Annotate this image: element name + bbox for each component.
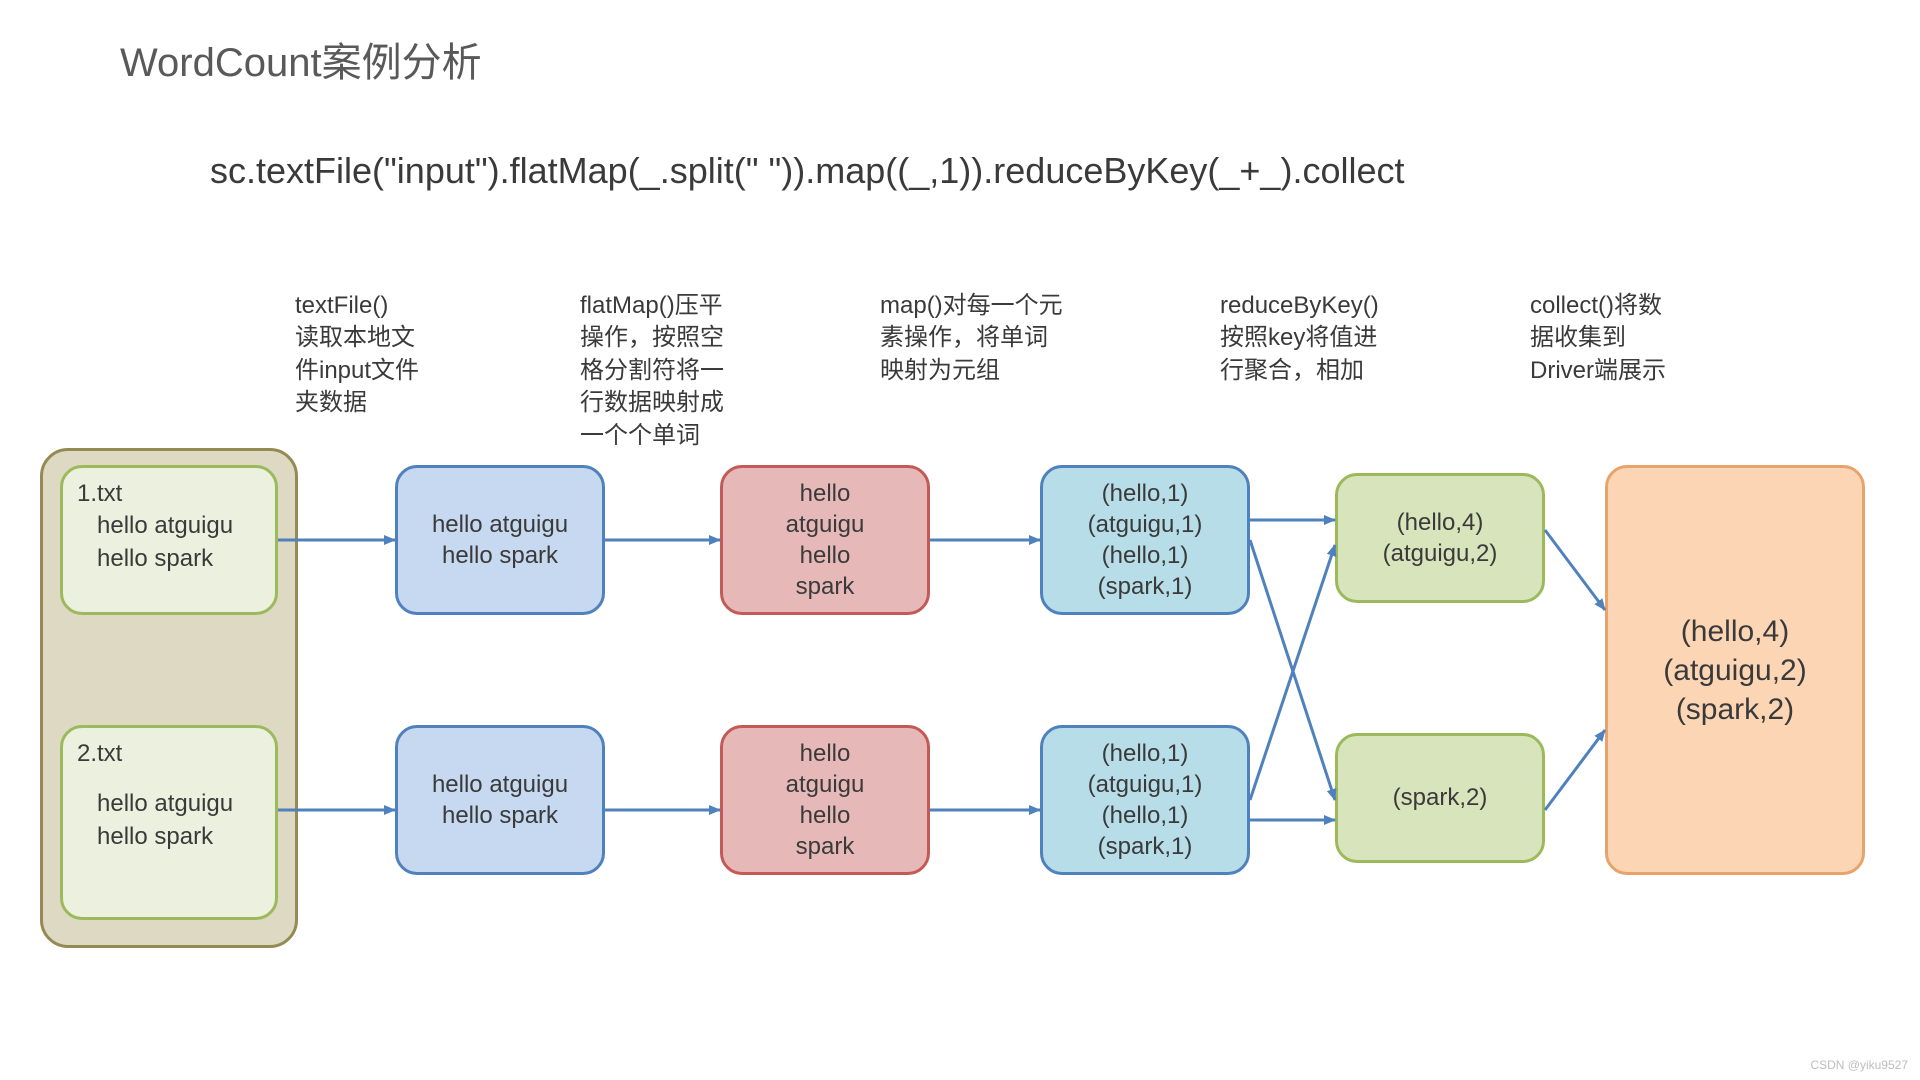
map-box-2: hello atguigu hello spark (720, 725, 930, 875)
page-title: WordCount案例分析 (120, 30, 482, 88)
file-1-name: 1.txt (77, 478, 261, 510)
code-expression: sc.textFile("input").flatMap(_.split(" "… (210, 150, 1405, 192)
watermark: CSDN @yiku9527 (1810, 1058, 1908, 1072)
label-reducebykey: reduceByKey() 按照key将值进 行聚合，相加 (1220, 290, 1379, 387)
arrow-a9 (1250, 545, 1335, 800)
collect-box: (hello,4) (atguigu,2) (spark,2) (1605, 465, 1865, 875)
reducebykey-box-1: (hello,4) (atguigu,2) (1335, 473, 1545, 603)
file-2-line-0: hello atguigu (77, 788, 261, 820)
file-2-line-1: hello spark (77, 821, 261, 853)
reducebykey-box-2: (spark,2) (1335, 733, 1545, 863)
file-2: 2.txt hello atguiguhello spark (60, 725, 278, 920)
file-1: 1.txthello atguiguhello spark (60, 465, 278, 615)
tuples-box-1: (hello,1) (atguigu,1) (hello,1) (spark,1… (1040, 465, 1250, 615)
flatmap-box-1: hello atguigu hello spark (395, 465, 605, 615)
file-1-line-0: hello atguigu (77, 510, 261, 542)
map-box-1: hello atguigu hello spark (720, 465, 930, 615)
tuples-box-2: (hello,1) (atguigu,1) (hello,1) (spark,1… (1040, 725, 1250, 875)
arrow-a12 (1545, 730, 1605, 810)
label-textfile: textFile() 读取本地文 件input文件 夹数据 (295, 290, 419, 420)
file-1-line-1: hello spark (77, 543, 261, 575)
label-collect: collect()将数 据收集到 Driver端展示 (1530, 290, 1666, 387)
arrow-a11 (1545, 530, 1605, 610)
label-flatmap: flatMap()压平 操作，按照空 格分割符将一 行数据映射成 一个个单词 (580, 290, 724, 452)
arrow-a8 (1250, 540, 1335, 800)
label-map: map()对每一个元 素操作，将单词 映射为元组 (880, 290, 1063, 387)
flatmap-box-2: hello atguigu hello spark (395, 725, 605, 875)
file-2-name: 2.txt (77, 738, 261, 770)
